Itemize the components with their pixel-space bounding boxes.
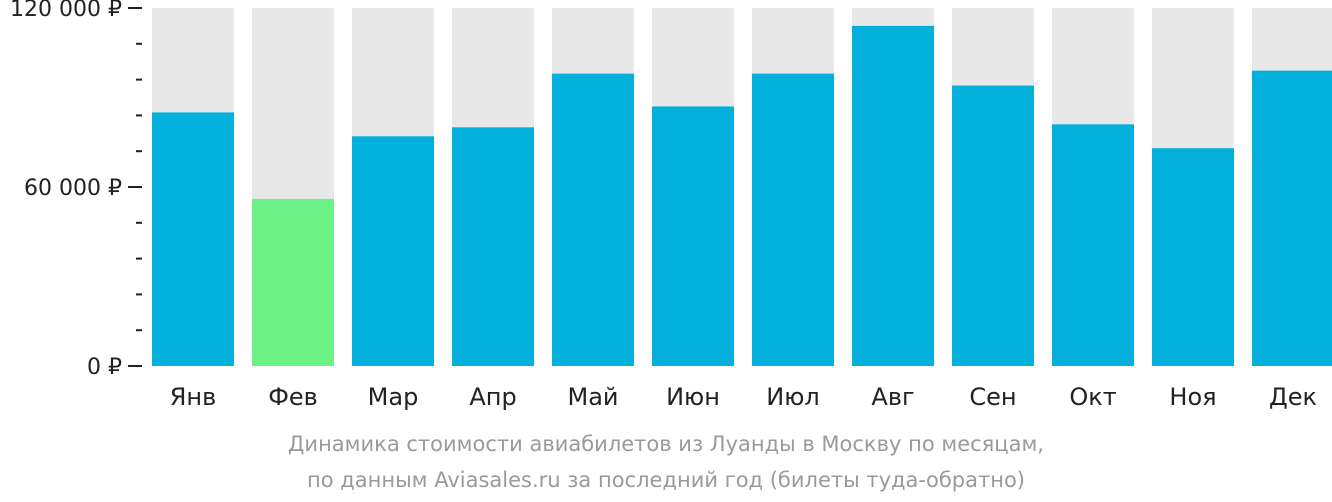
x-tick-label-2: Фев (268, 383, 318, 411)
x-tick-label-4: Апр (469, 383, 516, 411)
x-tick-label-10: Окт (1069, 383, 1116, 411)
bar-11 (1152, 148, 1234, 366)
chart-caption-line-2: по данным Aviasales.ru за последний год … (307, 468, 1025, 492)
x-tick-label-5: Май (567, 383, 618, 411)
bar-4 (452, 127, 534, 366)
x-tick-label-6: Июн (666, 383, 720, 411)
bar-3 (352, 136, 434, 366)
x-tick-label-12: Дек (1269, 383, 1317, 411)
x-tick-label-7: Июл (766, 383, 820, 411)
x-tick-label-3: Мар (368, 383, 419, 411)
x-tick-label-9: Сен (969, 383, 1016, 411)
bar-8 (852, 25, 934, 367)
chart-caption-line-1: Динамика стоимости авиабилетов из Луанды… (288, 432, 1044, 456)
x-tick-label-8: Авг (871, 383, 914, 411)
bar-12 (1252, 70, 1332, 367)
bar-6 (652, 106, 734, 366)
bar-10 (1052, 124, 1134, 366)
bar-5 (552, 73, 634, 366)
x-tick-label-11: Ноя (1169, 383, 1216, 411)
bar-1 (152, 112, 234, 367)
y-tick-label-1: 0 ₽ (87, 355, 122, 380)
bar-9 (952, 85, 1034, 367)
bar-2 (252, 198, 334, 366)
bar-7 (752, 73, 834, 366)
y-tick-label-3: 120 000 ₽ (10, 0, 122, 22)
x-tick-label-1: Янв (170, 383, 217, 411)
y-tick-label-2: 60 000 ₽ (24, 176, 122, 201)
